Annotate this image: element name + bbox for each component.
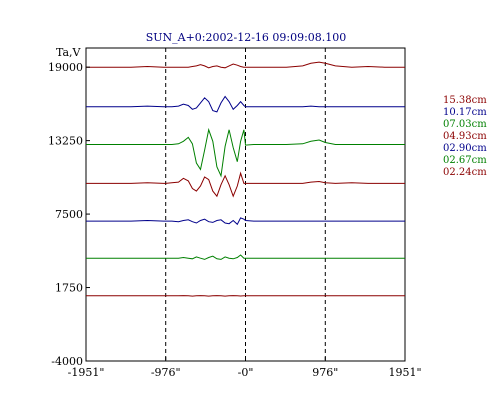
series-line-10.17cm	[86, 95, 405, 113]
legend-entry-02.67cm: 02.67cm	[443, 155, 487, 166]
y-tick-label-1: 13250	[48, 135, 83, 148]
x-tick-label-0: -1951"	[68, 366, 105, 379]
legend-entry-07.03cm: 07.03cm	[443, 119, 487, 130]
axis-layer: 19000 13250 7500 1750 -4000-1951" -976" -0" 976…	[48, 61, 422, 379]
series-line-07.03cm	[86, 127, 405, 178]
y-tick-label-3: 1750	[55, 282, 83, 295]
legend-entry-02.90cm: 02.90cm	[443, 143, 487, 154]
series-line-02.67cm	[86, 254, 405, 260]
y-tick-label-4: -4000	[51, 355, 83, 368]
legend-entry-10.17cm: 10.17cm	[443, 107, 487, 118]
y-tick-label-0: 19000	[48, 61, 83, 74]
legend: 15.38cm10.17cm07.03cm04.93cm02.90cm02.67…	[443, 95, 487, 178]
x-tick-label-4: 1951"	[388, 366, 421, 379]
series-line-04.93cm	[86, 171, 405, 198]
legend-entry-15.38cm: 15.38cm	[443, 95, 487, 106]
x-tick-label-1: -976"	[151, 366, 181, 379]
grid-layer	[165, 48, 326, 361]
chart-title: SUN_A+0:2002-12-16 09:09:08.100	[146, 31, 347, 44]
legend-entry-04.93cm: 04.93cm	[443, 131, 487, 142]
y-tick-label-2: 7500	[55, 208, 83, 221]
y-axis-label: Ta,V	[56, 46, 82, 59]
legend-entry-02.24cm: 02.24cm	[443, 167, 487, 178]
series-line-02.90cm	[86, 217, 405, 226]
x-tick-label-3: 976"	[312, 366, 338, 379]
series-line-02.24cm	[86, 295, 405, 297]
series-layer	[86, 61, 405, 297]
series-line-15.38cm	[86, 61, 405, 69]
x-tick-label-2: -0"	[238, 366, 254, 379]
